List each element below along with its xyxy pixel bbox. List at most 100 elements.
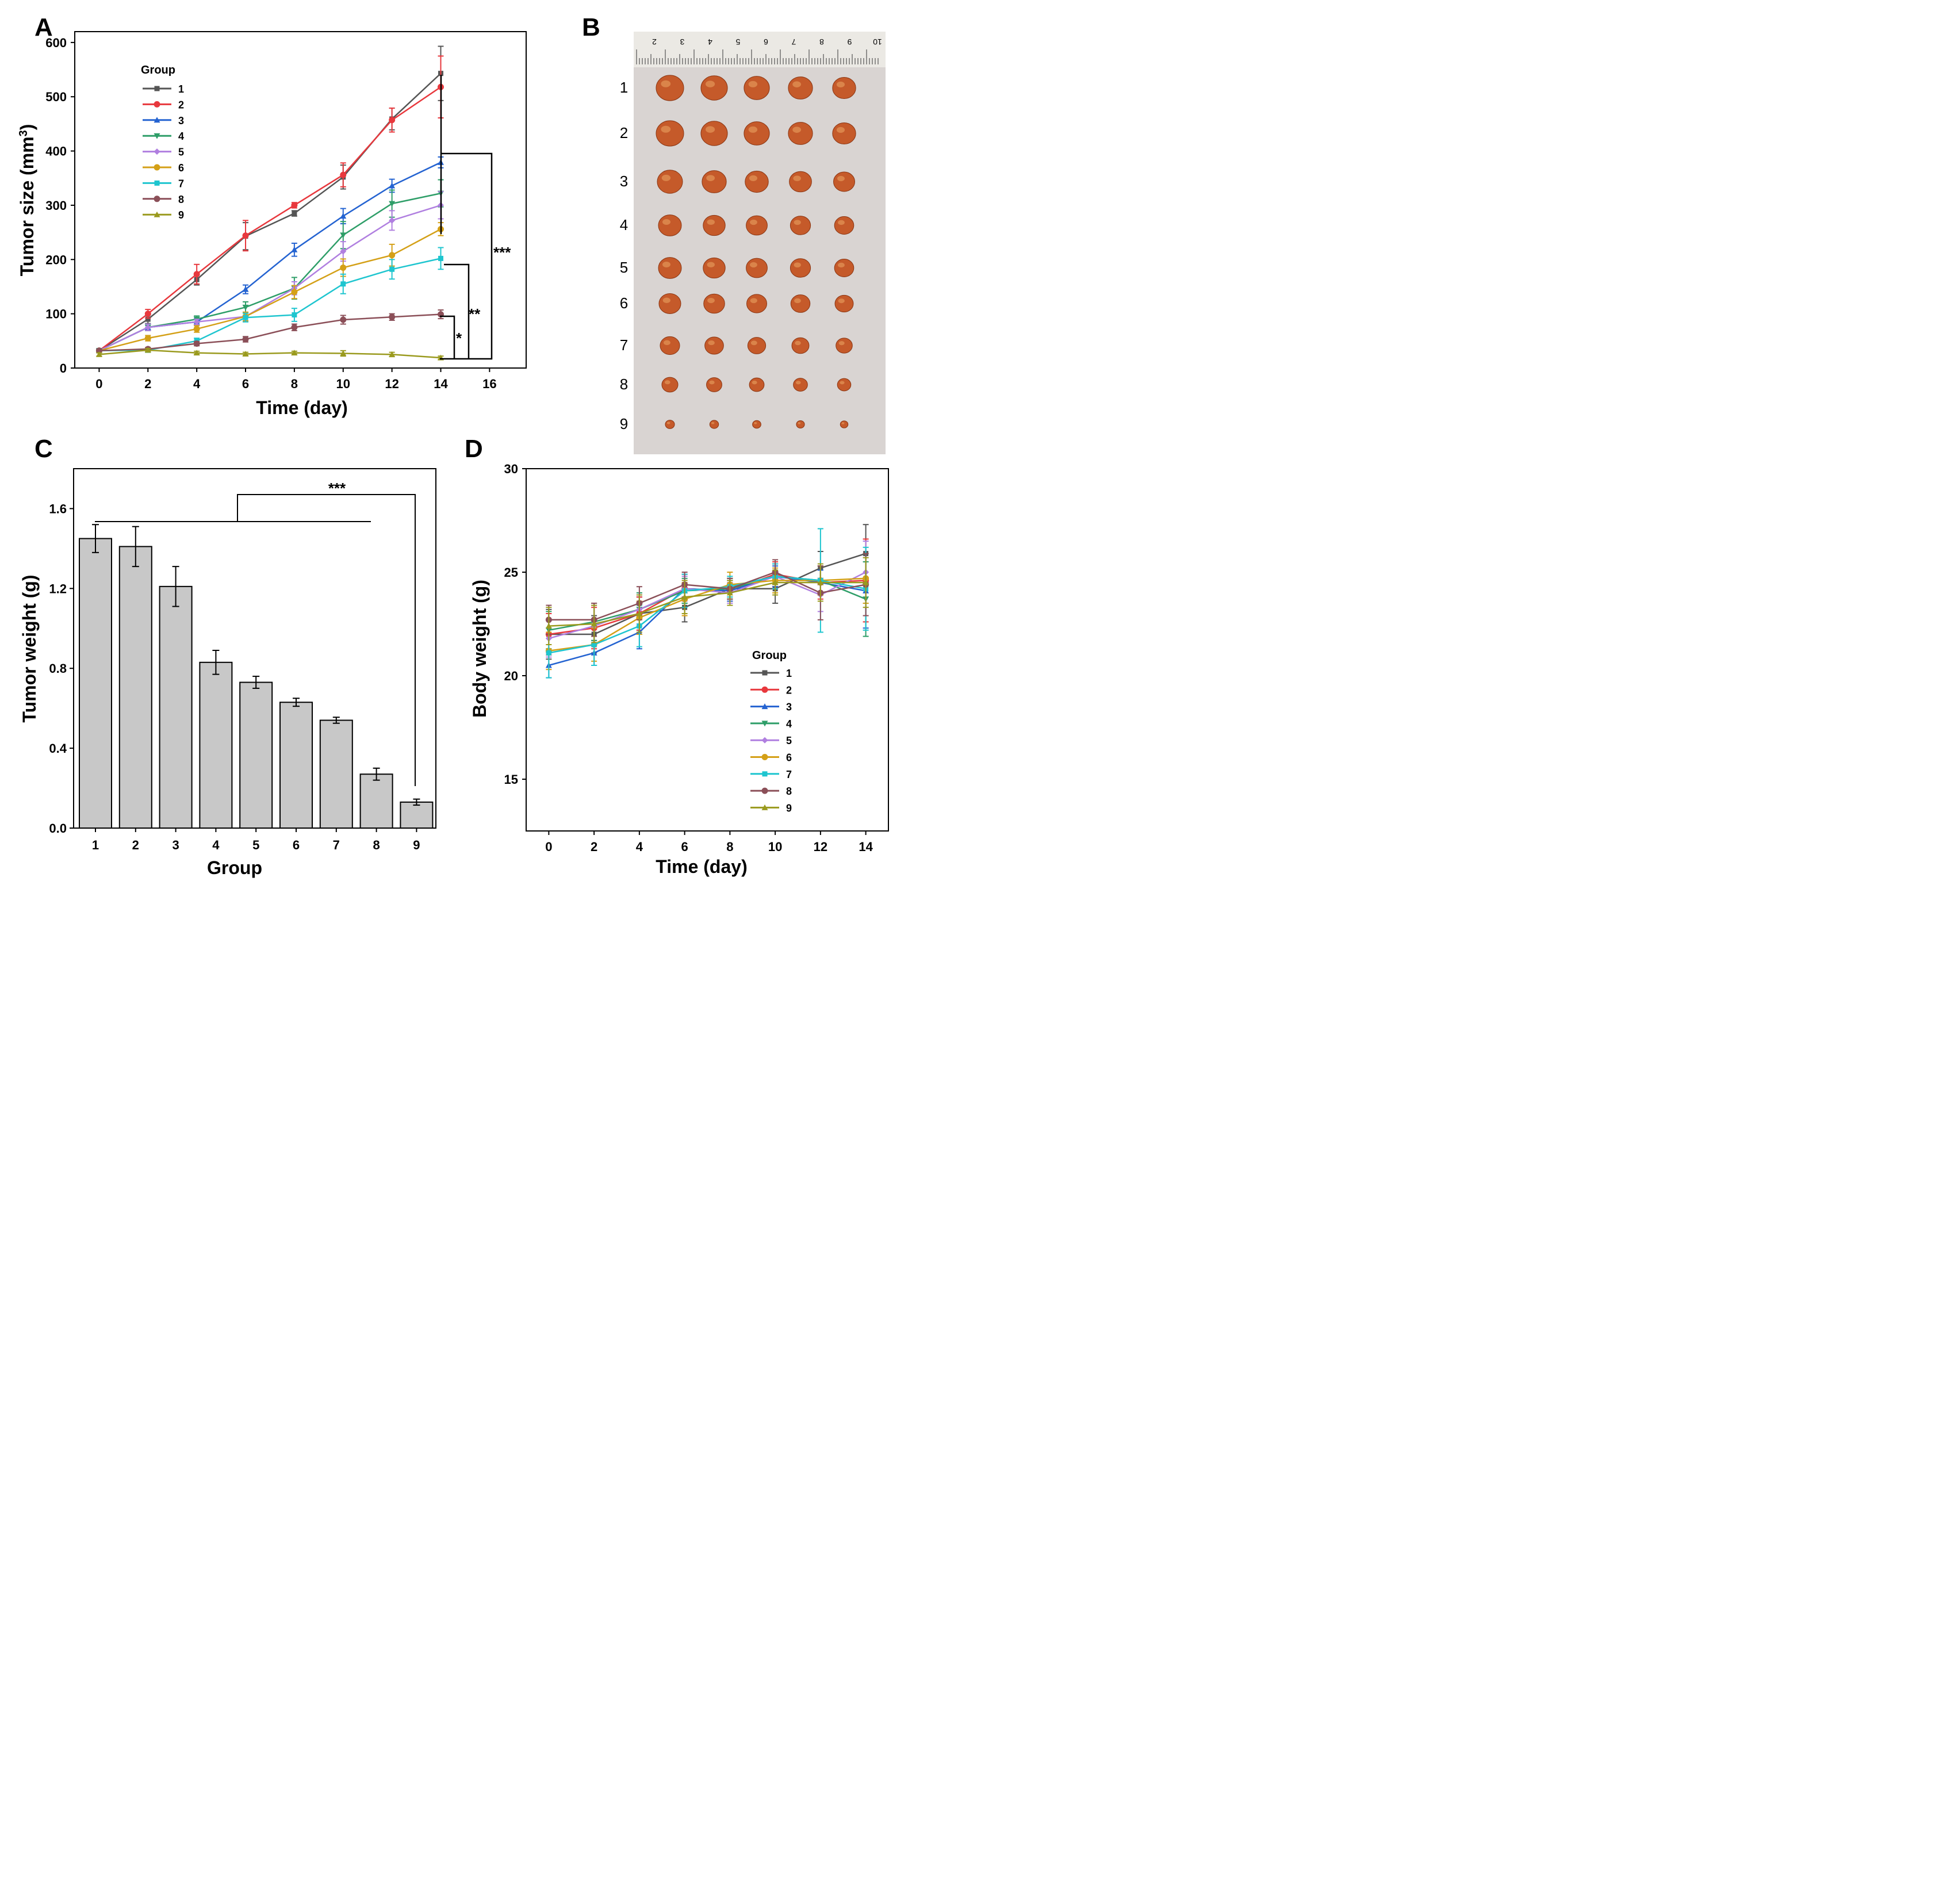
tumor-sample [660,336,680,355]
tumor-sample [832,76,856,99]
x-tick-label: 1 [92,838,99,852]
panel-d-y-label: Body weight (g) [469,580,490,718]
panel-a-sig-single: * [456,330,462,347]
legend-marker-3 [154,117,160,123]
y-tick-label: 400 [45,144,67,159]
photo-row-label-6: 6 [620,294,628,312]
photo-row-label-2: 2 [620,124,628,141]
tumor-sample [788,122,813,145]
tumor-highlight [838,262,845,268]
x-tick-label: 12 [385,377,398,391]
data-point [438,255,443,261]
tumor-highlight [661,80,671,87]
data-point [193,271,200,278]
data-point [389,266,395,272]
tumor-sample [745,170,769,193]
y-tick-label: 1.2 [49,581,67,596]
x-tick-label: 10 [768,840,782,854]
panel-d-y-axis: 15 20 25 30 [504,462,526,787]
tumor-highlight [749,175,758,181]
panel-c-significance [95,494,416,786]
tumor-highlight [792,81,802,87]
bar-group-6 [279,702,313,829]
data-point [681,593,688,600]
legend-label-7: 7 [786,769,792,780]
series-line-7 [549,575,866,654]
legend-label-2: 2 [786,684,792,696]
x-tick-label: 2 [144,377,151,391]
tumor-sample [704,336,724,355]
tumor-sample [749,377,765,392]
panel-b-letter: B [582,13,600,41]
panel-a-y-label-sup: 3 [17,130,30,136]
photo-row-label-3: 3 [620,173,628,190]
tumor-sample [658,293,681,314]
tumor-sample [661,377,679,393]
tumor-sample [657,170,683,194]
data-point [291,246,298,252]
x-tick-label: 6 [681,840,688,854]
panel-a-plot-frame [74,31,527,369]
data-point [340,171,347,178]
y-tick-label: 200 [45,252,67,267]
tumor-highlight [838,220,845,225]
x-tick-label: 2 [132,838,139,852]
tumor-sample [744,121,770,145]
data-point [242,350,249,357]
data-point [144,311,151,317]
x-tick-label: 12 [814,840,827,854]
panel-b-tumors [656,75,856,429]
legend-marker-7 [154,180,160,186]
legend-label-3: 3 [178,115,184,127]
y-tick-label: 25 [504,565,518,580]
tumor-highlight [794,262,801,268]
tumor-sample [658,257,682,279]
panel-b-ruler-numbers: 2 3 4 5 6 7 8 9 10 [652,37,882,47]
y-tick-label: 300 [45,198,67,213]
tumor-highlight [706,126,715,133]
tumor-highlight [794,220,801,225]
ruler-number: 10 [873,37,882,47]
tumor-sample [702,170,727,193]
legend-label-7: 7 [178,178,184,189]
photo-row-label-7: 7 [620,336,628,354]
data-point [591,620,597,627]
ruler-number: 6 [764,37,768,47]
y-tick-label: 600 [45,36,67,50]
tumor-sample [709,420,719,429]
x-tick-label: 6 [293,838,300,852]
x-tick-label: 2 [591,840,597,854]
data-point [863,579,869,585]
data-point [144,347,151,353]
y-tick-label: 0.4 [49,741,67,756]
panel-c-y-axis: 0.0 0.4 0.8 1.2 1.6 [49,501,74,836]
data-point [389,313,396,320]
tumor-highlight [662,297,670,304]
x-tick-label: 6 [242,377,249,391]
legend-marker-1 [154,86,160,91]
panel-c: C 0.0 0.4 0.8 1.2 1.6 1 2 3 4 5 6 7 8 9 Group Tumor … [19,435,436,878]
panel-b-ruler-ticks [636,49,879,64]
tumor-highlight [662,219,670,225]
tumor-highlight [750,340,757,346]
legend-marker-9 [154,211,160,217]
panel-d-series [545,524,869,679]
tumor-highlight [795,381,801,385]
tumor-sample [747,337,767,354]
series-line-1 [549,553,867,635]
panel-a-bracket-single [440,315,455,359]
bar-group-7 [319,719,353,829]
panel-a-x-label: Time (day) [256,397,347,418]
tumor-highlight [707,297,715,304]
tumor-sample [706,377,722,392]
legend-label-6: 6 [178,162,184,174]
series-line-5 [549,571,867,639]
legend-label-9: 9 [178,209,184,221]
panel-c-sig-triple: *** [328,480,346,497]
tumor-highlight [754,422,757,424]
legend-marker-9 [761,804,768,810]
tumor-sample [788,76,813,99]
x-tick-label: 16 [482,377,496,391]
y-tick-label: 0 [60,361,67,376]
